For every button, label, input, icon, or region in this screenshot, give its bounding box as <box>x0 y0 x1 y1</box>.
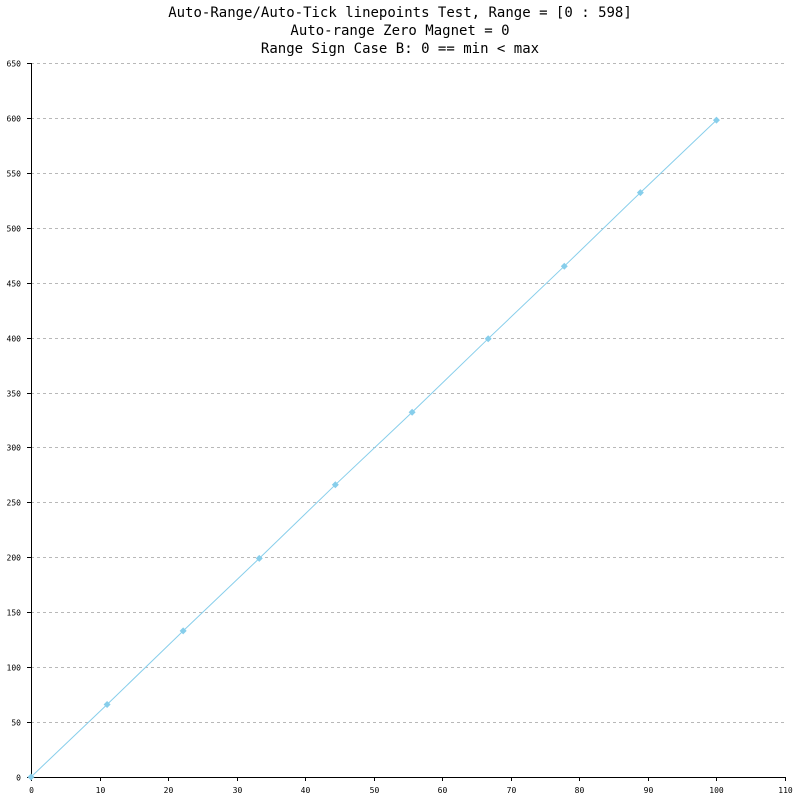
x-tick-label: 100 <box>709 786 724 795</box>
x-tick-label: 20 <box>164 786 174 795</box>
y-tick-label: 500 <box>7 225 22 234</box>
series-layer <box>27 116 720 781</box>
data-point <box>560 262 568 270</box>
y-tick-label: 0 <box>16 774 21 783</box>
data-point <box>27 773 35 781</box>
x-tick-label: 70 <box>507 786 517 795</box>
y-tick-label: 50 <box>11 719 21 728</box>
data-point <box>255 554 263 562</box>
x-tick-label: 60 <box>438 786 448 795</box>
data-point <box>103 701 111 709</box>
x-tick-label: 80 <box>575 786 585 795</box>
chart-title: Auto-Range/Auto-Tick linepoints Test, Ra… <box>0 4 800 58</box>
title-line-2: Auto-range Zero Magnet = 0 <box>290 23 510 39</box>
y-tick-label: 400 <box>7 335 22 344</box>
y-tick-label: 450 <box>7 280 22 289</box>
x-tick-label: 90 <box>644 786 654 795</box>
y-axis-ticks: 0 50 100 150 200 250 300 350 400 450 500 550 600 650 <box>7 60 31 783</box>
y-tick-label: 600 <box>7 115 22 124</box>
y-tick-label: 650 <box>7 60 22 69</box>
data-point <box>484 335 492 343</box>
x-tick-label: 110 <box>778 786 793 795</box>
y-tick-label: 150 <box>7 609 22 618</box>
x-tick-label: 0 <box>29 786 34 795</box>
data-point <box>408 408 416 416</box>
y-tick-label: 350 <box>7 390 22 399</box>
data-point <box>712 116 720 124</box>
title-line-1: Auto-Range/Auto-Tick linepoints Test, Ra… <box>168 5 632 21</box>
data-point <box>636 189 644 197</box>
axes <box>31 63 785 778</box>
y-tick-label: 100 <box>7 664 22 673</box>
title-line-3: Range Sign Case B: 0 == min < max <box>260 41 540 57</box>
data-point <box>179 627 187 635</box>
y-tick-label: 250 <box>7 499 22 508</box>
data-point <box>331 481 339 489</box>
y-tick-label: 200 <box>7 554 22 563</box>
x-tick-label: 50 <box>370 786 380 795</box>
y-tick-label: 550 <box>7 170 22 179</box>
series-line <box>30 119 717 778</box>
x-tick-label: 10 <box>96 786 106 795</box>
x-axis-ticks: 0 10 20 30 40 50 60 70 80 90 100 110 <box>29 777 793 795</box>
x-tick-label: 40 <box>301 786 311 795</box>
x-tick-label: 30 <box>233 786 243 795</box>
y-tick-label: 300 <box>7 444 22 453</box>
